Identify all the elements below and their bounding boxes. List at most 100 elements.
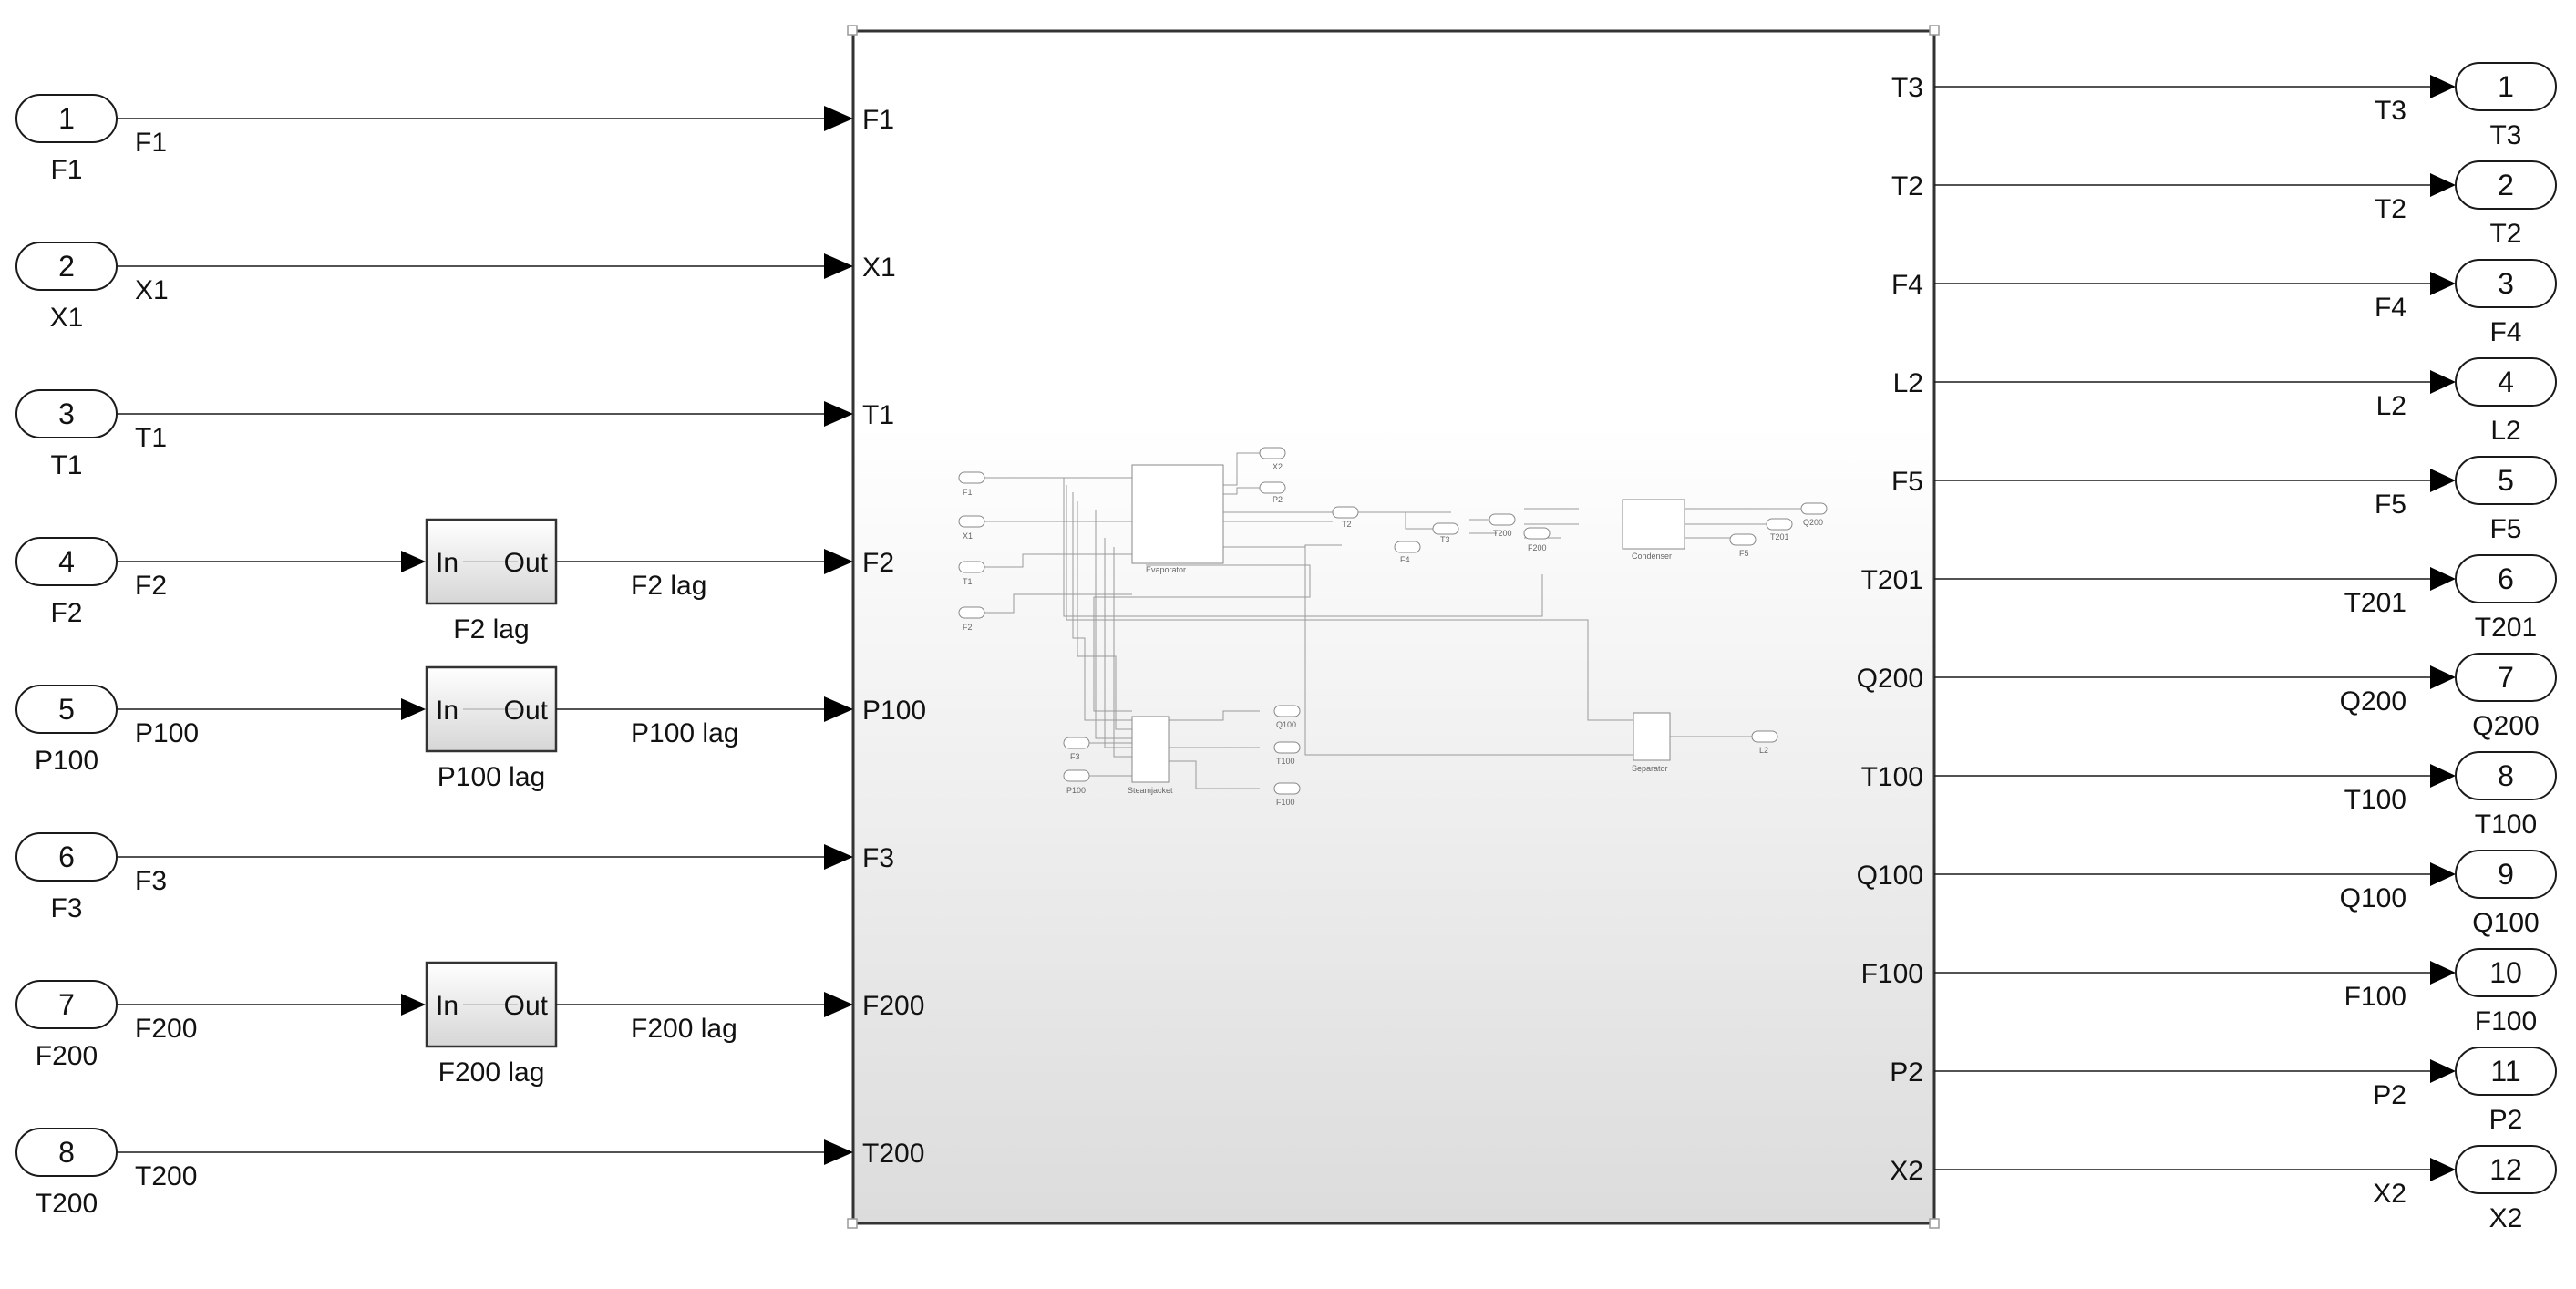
svg-text:P100: P100 [1066,786,1086,795]
outport-signal-label: P2 [2373,1080,2406,1110]
selection-handles [847,25,1940,1229]
preview-evaporator-block: Evaporator [1131,464,1224,574]
outport-f4[interactable]: F4 F4 3 F4 [1891,259,2557,347]
svg-text:T201: T201 [1770,532,1789,541]
inport-name: F200 [36,1041,98,1071]
inport-signal-label: T200 [135,1161,197,1191]
outport-f5[interactable]: F5 F5 5 F5 [1891,456,2557,544]
preview-separator-outport: L2 [1751,730,1778,755]
outport-arrow [2430,764,2456,788]
svg-text:F100: F100 [1276,798,1295,807]
inport-name: X1 [50,303,84,333]
outport-arrow [2430,173,2456,197]
outport-arrow [2430,567,2456,591]
inport-name: T1 [50,450,82,480]
subsystem-output-port-label: L2 [1893,368,1923,398]
outport-number: 7 [2498,661,2514,694]
subsystem-output-port-label: Q100 [1857,861,1923,891]
outport-signal-label: F4 [2375,293,2406,323]
inports-layer: 1 F1 F1 F1 2 X1 X1 X1 3 T1 T1 T1 4 F2 F2 In Out F2 lag F2 … [15,94,926,1219]
lag-block-f200[interactable]: In Out F200 lag [425,961,558,1088]
inport-f1[interactable]: 1 F1 F1 F1 [15,94,894,185]
subsystem-input-arrow [824,992,853,1017]
svg-text:F5: F5 [1739,549,1749,558]
svg-text:F2: F2 [963,623,973,632]
outport-arrow [2430,665,2456,689]
inport-signal-label: F3 [135,866,167,896]
subsystem-input-port-label: F200 [862,991,924,1021]
outport-q200[interactable]: Q200 Q200 7 Q200 [1857,653,2557,741]
outport-name: F5 [2489,514,2521,544]
inport-number: 6 [58,840,75,873]
outport-name: X2 [2489,1203,2523,1233]
inport-signal-label: F2 [135,571,167,601]
svg-text:L2: L2 [1759,746,1768,755]
outport-signal-label: T100 [2344,785,2406,815]
preview-separator-block: Separator [1632,712,1671,773]
outport-signal-label: F5 [2375,490,2406,520]
outport-signal-label: T2 [2375,194,2406,224]
subsystem-input-arrow [824,1139,853,1165]
subsystem-output-port-label: X2 [1890,1156,1923,1186]
subsystem-input-port-label: T1 [862,400,894,430]
subsystem-preview: F1 X1 T1 F2 Evaporator X2 P2 T2 F4 T3 [958,447,1828,807]
subsystem-input-arrow [824,106,853,131]
inport-signal-label: P100 [135,718,199,748]
lag-signal-label: F2 lag [631,571,706,601]
inport-t200[interactable]: 8 T200 T200 T200 [15,1128,924,1219]
lag-out-label: Out [504,696,549,726]
inport-p100[interactable]: 5 P100 P100 In Out P100 lag P100 lag P100 [15,665,926,792]
subsystem-input-port-label: X1 [862,253,896,283]
outport-name: F4 [2489,317,2521,347]
outport-name: T2 [2489,219,2521,249]
inport-name: F2 [50,598,82,628]
outport-x2[interactable]: X2 X2 12 X2 [1890,1145,2557,1233]
outport-signal-label: Q200 [2340,686,2406,717]
subsystem-input-arrow [824,549,853,574]
inport-name: T200 [36,1189,98,1219]
outport-signal-label: Q100 [2340,883,2406,913]
outport-signal-label: L2 [2376,391,2406,421]
lag-block-p100[interactable]: In Out P100 lag [425,665,558,792]
subsystem-input-arrow [824,253,853,279]
outport-number: 4 [2498,366,2514,398]
outport-t201[interactable]: T201 T201 6 T201 [1861,554,2557,643]
outport-number: 11 [2490,1055,2520,1088]
outport-t2[interactable]: T2 T2 2 T2 [1891,160,2557,249]
subsystem-block[interactable] [847,25,1940,1229]
outport-t3[interactable]: T3 T3 1 T3 [1891,62,2557,150]
preview-wires [984,452,1752,789]
outport-t100[interactable]: T100 T100 8 T100 [1861,751,2557,840]
svg-text:X2: X2 [1273,462,1283,471]
outport-arrow [2430,272,2456,295]
evaporator-label: Evaporator [1146,565,1186,574]
lag-block-name: P100 lag [438,762,545,792]
outport-p2[interactable]: P2 P2 11 P2 [1890,1047,2557,1135]
svg-text:T2: T2 [1342,520,1352,529]
outport-f100[interactable]: F100 F100 10 F100 [1861,948,2557,1036]
subsystem-output-port-label: F100 [1861,959,1923,989]
signal-arrow [401,551,426,572]
lag-signal-label: P100 lag [631,718,738,748]
preview-steamjacket-block: Steamjacket [1128,716,1173,795]
inport-f2[interactable]: 4 F2 F2 In Out F2 lag F2 lag F2 [15,518,894,644]
inport-f3[interactable]: 6 F3 F3 F3 [15,832,894,923]
outport-arrow [2430,370,2456,394]
inport-number: 1 [58,102,75,135]
subsystem-output-port-label: F5 [1891,467,1923,497]
outport-l2[interactable]: L2 L2 4 L2 [1893,357,2557,446]
subsystem-output-port-label: P2 [1890,1057,1923,1088]
outport-number: 8 [2498,759,2514,792]
outport-arrow [2430,75,2456,98]
lag-block-name: F2 lag [453,614,529,644]
inport-f200[interactable]: 7 F200 F200 In Out F200 lag F200 lag F200 [15,961,924,1088]
signal-arrow [401,698,426,720]
lag-block-f2[interactable]: In Out F2 lag [425,518,558,644]
outport-arrow [2430,1158,2456,1181]
outport-name: F100 [2475,1006,2537,1036]
outport-name: L2 [2490,416,2520,446]
inport-x1[interactable]: 2 X1 X1 X1 [15,242,896,333]
inport-t1[interactable]: 3 T1 T1 T1 [15,389,894,480]
outport-q100[interactable]: Q100 Q100 9 Q100 [1857,850,2557,938]
